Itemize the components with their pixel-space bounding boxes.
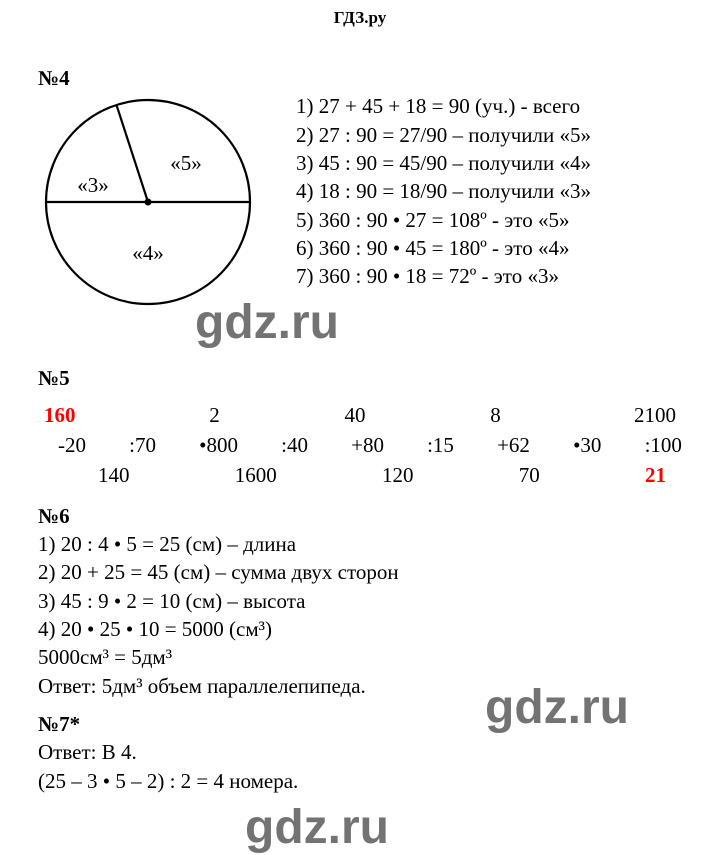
pie-chart-wrap: «5» «3» «4» [38, 92, 268, 312]
task4-line: 1) 27 + 45 + 18 = 90 (уч.) - всего [296, 92, 591, 120]
chain-op: •800 [199, 431, 238, 459]
chain-val: 70 [519, 461, 540, 489]
task5-row-top: 160 2 40 8 2100 [38, 401, 682, 429]
task4-line: 3) 45 : 90 = 45/90 – получили «4» [296, 149, 591, 177]
chain-op: •30 [573, 431, 601, 459]
task7-line: Ответ: В 4. [38, 738, 682, 766]
task6-line: 1) 20 : 4 • 5 = 25 (см) – длина [38, 530, 682, 558]
task4-equations: 1) 27 + 45 + 18 = 90 (уч.) - всего 2) 27… [268, 92, 591, 290]
task4-line: 6) 360 : 90 • 45 = 180º - это «4» [296, 234, 591, 262]
chain-val: 2 [185, 401, 245, 429]
task4-line: 4) 18 : 90 = 18/90 – получили «3» [296, 177, 591, 205]
pie-label-5: «5» [170, 151, 202, 175]
task4-line: 5) 360 : 90 • 27 = 108º - это «5» [296, 206, 591, 234]
chain-val: 160 [44, 401, 104, 429]
pie-center-dot [145, 199, 152, 206]
pie-chart: «5» «3» «4» [38, 92, 258, 312]
task5-title: №5 [38, 364, 682, 392]
task4-title: №4 [38, 64, 682, 92]
chain-val: 8 [466, 401, 526, 429]
chain-op: +80 [351, 431, 384, 459]
task5-chain: 160 2 40 8 2100 -20 :70 •800 :40 +80 :15… [38, 401, 682, 490]
watermark: gdz.ru [245, 800, 389, 855]
task6-line: 4) 20 • 25 • 10 = 5000 (см³) [38, 615, 682, 643]
task5-row-ops: -20 :70 •800 :40 +80 :15 +62 •30 :100 [38, 431, 682, 459]
pie-label-3: «3» [77, 173, 109, 197]
chain-op: :70 [129, 431, 156, 459]
chain-op: :100 [645, 431, 682, 459]
chain-val: 1600 [235, 461, 277, 489]
task4-line: 7) 360 : 90 • 18 = 72º - это «3» [296, 262, 591, 290]
task6-line: Ответ: 5дм³ объем параллелепипеда. [38, 672, 682, 700]
task6-title: №6 [38, 502, 682, 530]
chain-val: 40 [325, 401, 385, 429]
task6-line: 5000см³ = 5дм³ [38, 643, 682, 671]
task7-title: №7* [38, 710, 682, 738]
chain-val: 2100 [606, 401, 676, 429]
page-content: №4 «5» «3» «4» 1) 27 + 45 + 18 = 90 (уч.… [0, 28, 720, 795]
site-name: ГДЗ.ру [334, 8, 386, 27]
page-header: ГДЗ.ру [0, 0, 720, 28]
chain-op: :40 [281, 431, 308, 459]
task7-line: (25 – 3 • 5 – 2) : 2 = 4 номера. [38, 767, 682, 795]
chain-val: 21 [645, 461, 666, 489]
chain-val: 140 [98, 461, 130, 489]
task5-row-bot: 140 1600 120 70 21 [38, 461, 682, 489]
chain-op: +62 [497, 431, 530, 459]
task6-line: 2) 20 + 25 = 45 (см) – сумма двух сторон [38, 558, 682, 586]
chain-op: -20 [58, 431, 86, 459]
pie-label-4: «4» [132, 241, 164, 265]
task4-row: «5» «3» «4» 1) 27 + 45 + 18 = 90 (уч.) -… [38, 92, 682, 312]
chain-val: 120 [382, 461, 414, 489]
chain-op: :15 [427, 431, 454, 459]
task4-line: 2) 27 : 90 = 27/90 – получили «5» [296, 121, 591, 149]
task6-line: 3) 45 : 9 • 2 = 10 (см) – высота [38, 587, 682, 615]
